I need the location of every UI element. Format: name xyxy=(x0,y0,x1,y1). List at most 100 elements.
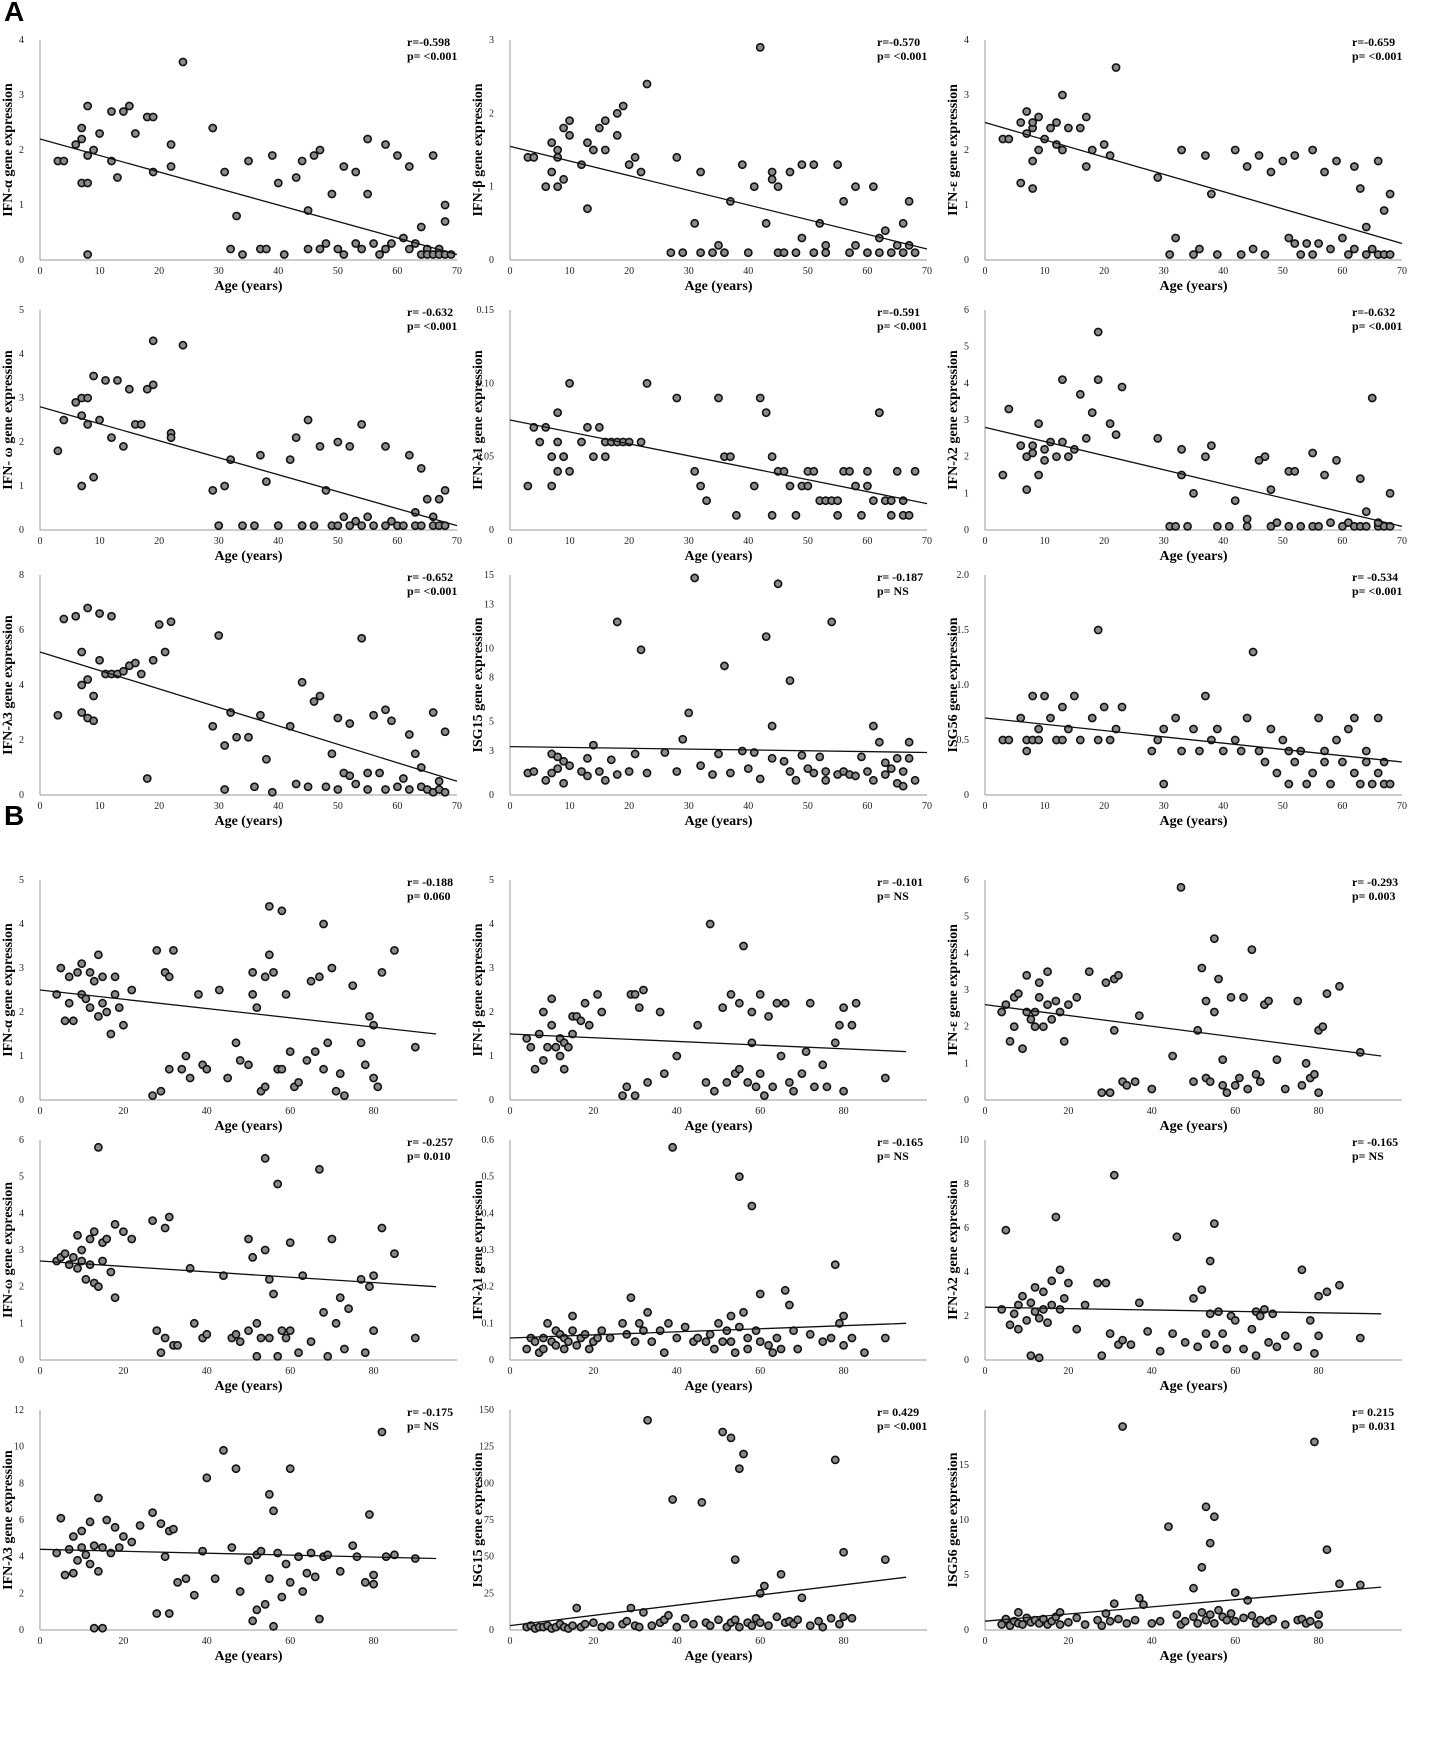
y-tick-label: 0 xyxy=(19,790,24,801)
data-point xyxy=(801,1047,811,1056)
data-point xyxy=(1034,1313,1044,1323)
data-point xyxy=(643,1307,653,1317)
data-point xyxy=(793,1344,803,1354)
data-point xyxy=(863,767,872,776)
data-point xyxy=(173,1340,183,1350)
data-point xyxy=(1038,1022,1048,1032)
y-tick-label: 4 xyxy=(19,1208,24,1219)
y-tick-label: 4 xyxy=(964,378,969,389)
data-point xyxy=(1026,1298,1036,1308)
data-point xyxy=(809,466,819,476)
data-point xyxy=(523,481,533,491)
data-point xyxy=(1117,382,1127,392)
data-point xyxy=(1026,1351,1036,1360)
y-tick-label: 0 xyxy=(964,1095,969,1106)
x-tick-label: 70 xyxy=(1397,801,1407,812)
x-tick-label: 20 xyxy=(1099,266,1109,277)
data-point xyxy=(53,446,63,456)
data-point xyxy=(377,1427,387,1437)
data-point xyxy=(339,250,349,259)
scatter-plot-a-9: 0 10 20 30 40 50 60 70 0 0.5 1.0 1.5 2.0 r= -0.534p= … xyxy=(946,570,1407,829)
data-point xyxy=(1081,433,1091,443)
data-point xyxy=(363,785,373,794)
y-tick-label: 4 xyxy=(489,919,494,930)
data-point xyxy=(559,778,569,788)
data-point xyxy=(1302,239,1312,248)
data-point xyxy=(898,218,908,228)
y-tick-label: 1.5 xyxy=(957,625,970,636)
data-point xyxy=(833,496,843,506)
data-point xyxy=(1034,419,1044,429)
x-axis-label: Age (years) xyxy=(214,814,282,829)
data-point xyxy=(238,521,247,530)
data-point xyxy=(709,1086,719,1096)
data-point xyxy=(1058,375,1067,385)
data-point xyxy=(1172,1232,1182,1242)
correlation-r-label: r= -0.534 xyxy=(1352,570,1398,584)
data-point xyxy=(264,1574,274,1584)
data-point xyxy=(803,481,813,491)
data-point xyxy=(1101,978,1111,988)
data-point xyxy=(1214,974,1223,984)
data-point xyxy=(68,1532,78,1541)
y-axis-label: IFN- ω gene expression xyxy=(1,350,16,490)
data-point xyxy=(737,746,747,756)
data-point xyxy=(1117,702,1127,712)
data-point xyxy=(755,1069,765,1078)
y-tick-label: 2 xyxy=(964,1022,969,1033)
data-point xyxy=(119,666,128,676)
x-tick-label: 80 xyxy=(839,1366,849,1377)
data-point xyxy=(252,1318,262,1328)
x-tick-label: 20 xyxy=(118,1106,128,1117)
data-point xyxy=(605,1333,615,1343)
data-point xyxy=(267,787,277,797)
data-point xyxy=(260,1153,270,1163)
data-point xyxy=(830,1455,840,1465)
data-point xyxy=(77,123,87,133)
data-point xyxy=(1147,1618,1157,1628)
data-point xyxy=(1254,746,1264,756)
data-point xyxy=(260,1599,270,1609)
data-point xyxy=(1013,1324,1023,1334)
data-point xyxy=(714,1615,723,1625)
x-tick-label: 0 xyxy=(508,1366,513,1377)
data-point xyxy=(1118,1335,1128,1345)
data-point xyxy=(1130,1077,1140,1087)
data-point xyxy=(726,1337,736,1347)
data-point xyxy=(1105,419,1115,429)
data-point xyxy=(148,336,158,346)
data-point xyxy=(1322,1287,1332,1297)
data-point xyxy=(666,248,676,258)
data-point xyxy=(160,1333,170,1343)
data-point xyxy=(53,710,63,720)
data-point xyxy=(827,617,837,627)
correlation-r-label: r= -0.632 xyxy=(407,305,453,319)
data-point xyxy=(1105,1616,1115,1626)
data-point xyxy=(119,1227,128,1237)
data-point xyxy=(791,510,801,520)
x-tick-label: 60 xyxy=(285,1636,295,1647)
data-point xyxy=(64,972,74,982)
data-point xyxy=(333,244,343,254)
data-point xyxy=(880,1333,890,1343)
data-point xyxy=(303,782,313,792)
data-point xyxy=(668,1495,678,1504)
x-tick-label: 20 xyxy=(1099,801,1109,812)
data-point xyxy=(734,1622,744,1632)
data-point xyxy=(1268,1614,1278,1624)
data-point xyxy=(791,775,801,785)
y-tick-label: 0 xyxy=(964,525,969,536)
y-axis-label: IFN-β gene expression xyxy=(471,923,486,1056)
data-point xyxy=(142,774,152,783)
data-point xyxy=(1209,1007,1219,1017)
y-tick-label: 1 xyxy=(19,481,24,492)
data-point xyxy=(600,116,610,126)
data-point xyxy=(624,160,634,170)
data-point xyxy=(114,1003,124,1012)
data-point xyxy=(356,1038,366,1048)
x-axis-label: Age (years) xyxy=(1159,1649,1227,1664)
y-tick-label: 0.5 xyxy=(482,1172,495,1183)
data-point xyxy=(227,1543,237,1552)
data-point xyxy=(1343,724,1353,734)
